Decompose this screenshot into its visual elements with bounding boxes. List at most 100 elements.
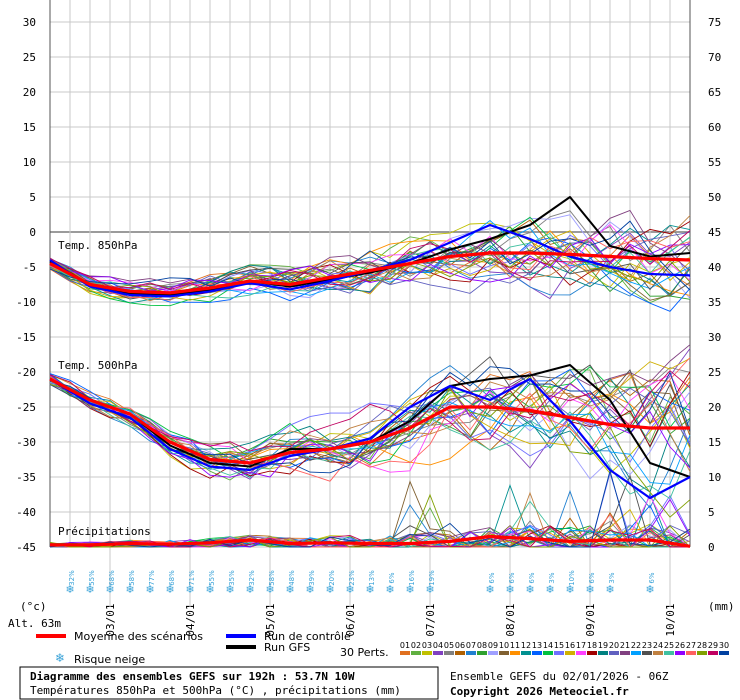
legend-perts-label: 30 Perts.: [340, 646, 389, 659]
snowflake-icon: ❄: [325, 583, 334, 596]
left-tick-label: -5: [23, 261, 36, 274]
snowflake-icon: ❄: [85, 583, 94, 596]
pert-swatch: [444, 651, 454, 655]
snowflake-icon: ❄: [285, 583, 294, 596]
snow-risk-pct: 3%: [548, 572, 556, 583]
right-tick-label: 0: [708, 541, 715, 554]
snow-risk-pct: 6%: [588, 572, 596, 583]
left-tick-label: -45: [16, 541, 36, 554]
snow-risk-pct: 55%: [208, 570, 216, 586]
snowflake-icon: ❄: [605, 583, 614, 596]
snow-risk-pct: 6%: [388, 572, 396, 583]
pert-number: 08: [477, 641, 487, 650]
pert-swatch: [620, 651, 630, 655]
right-tick-label: 45: [708, 226, 721, 239]
pert-swatch: [532, 651, 542, 655]
mean-500-line: [49, 377, 690, 465]
legend-gfs-label: Run GFS: [264, 641, 310, 654]
snow-risk-pct: 6%: [528, 572, 536, 583]
chart-title: Diagramme des ensembles GEFS sur 192h : …: [30, 670, 355, 683]
pert-number: 27: [686, 641, 696, 650]
chart-subtitle: Températures 850hPa et 500hPa (°C) , pré…: [30, 684, 401, 697]
legend-mean-label: Moyenne des scénarios: [74, 630, 203, 643]
pert-swatch: [576, 651, 586, 655]
pert-swatch: [521, 651, 531, 655]
left-tick-label: 10: [23, 156, 36, 169]
legend-snow-label: Risque neige: [74, 653, 145, 666]
pert-number: 02: [411, 641, 421, 650]
snow-risk-pct: 10%: [568, 570, 576, 586]
pert-number: 10: [499, 641, 509, 650]
left-tick-label: 5: [29, 191, 36, 204]
snow-risk-pct: 16%: [408, 570, 416, 586]
snow-risk-pct: 6%: [488, 572, 496, 583]
pert-swatch: [686, 651, 696, 655]
snow-risk-pct: 48%: [288, 570, 296, 586]
pert-swatch: [411, 651, 421, 655]
pert-swatch: [543, 651, 553, 655]
date-label: 03/01: [104, 603, 117, 636]
snowflake-icon: ❄: [525, 583, 534, 596]
snow-risk-pct: 55%: [88, 570, 96, 586]
pert-number: 29: [708, 641, 718, 650]
snowflake-icon: ❄: [585, 583, 594, 596]
ensemble-member-500: [49, 344, 691, 474]
pert-number: 09: [488, 641, 498, 650]
snowflake-icon: ❄: [65, 583, 74, 596]
ensemble-member-850: [49, 220, 691, 291]
right-tick-label: 70: [708, 51, 721, 64]
pert-swatch: [455, 651, 465, 655]
pert-swatch: [433, 651, 443, 655]
control-500-line: [49, 377, 691, 500]
ensemble-member-500: [49, 366, 691, 464]
date-label: 06/01: [344, 603, 357, 636]
pert-number: 28: [697, 641, 707, 650]
snowflake-icon: ❄: [185, 583, 194, 596]
altitude: Alt. 63m: [8, 617, 61, 630]
pert-number: 22: [631, 641, 641, 650]
label-t850: Temp. 850hPa: [58, 239, 137, 252]
left-tick-label: -35: [16, 471, 36, 484]
date-label: 08/01: [504, 603, 517, 636]
right-tick-label: 60: [708, 121, 721, 134]
snowflake-icon: ❄: [505, 583, 514, 596]
pert-swatch: [466, 651, 476, 655]
pert-number: 01: [400, 641, 410, 650]
pert-number: 06: [455, 641, 465, 650]
legend-snowflake-icon: ❄: [55, 651, 65, 665]
left-tick-label: 20: [23, 86, 36, 99]
ensemble-member-500: [49, 383, 691, 480]
left-tick-label: -10: [16, 296, 36, 309]
left-tick-label: 15: [23, 121, 36, 134]
right-tick-label: 10: [708, 471, 721, 484]
snowflake-icon: ❄: [125, 583, 134, 596]
copyright: Copyright 2026 Meteociel.fr: [450, 685, 629, 698]
ensemble-member-500: [49, 357, 691, 482]
snow-risk-pct: 68%: [108, 570, 116, 586]
snowflake-icon: ❄: [345, 583, 354, 596]
pert-number: 05: [444, 641, 454, 650]
pert-number: 19: [598, 641, 608, 650]
snowflake-icon: ❄: [545, 583, 554, 596]
right-tick-label: 20: [708, 401, 721, 414]
right-tick-label: 40: [708, 261, 721, 274]
snowflake-icon: ❄: [565, 583, 574, 596]
pert-swatch: [697, 651, 707, 655]
date-label: 05/01: [264, 603, 277, 636]
snow-risk-pct: 6%: [508, 572, 516, 583]
pert-swatch: [510, 651, 520, 655]
pert-swatch: [598, 651, 608, 655]
pert-number: 07: [466, 641, 476, 650]
mean-precip-line: [50, 534, 691, 548]
snowflake-icon: ❄: [245, 583, 254, 596]
snowflake-icon: ❄: [265, 583, 274, 596]
right-tick-label: 75: [708, 16, 721, 29]
snow-risk-pct: 39%: [308, 570, 316, 586]
left-tick-label: -20: [16, 366, 36, 379]
pert-number: 04: [433, 641, 443, 650]
ensemble-member-500: [49, 377, 691, 500]
pert-number: 24: [653, 641, 663, 650]
snow-risk-pct: 58%: [128, 570, 136, 586]
ensemble-member-500: [49, 370, 691, 452]
pert-number: 26: [675, 641, 685, 650]
